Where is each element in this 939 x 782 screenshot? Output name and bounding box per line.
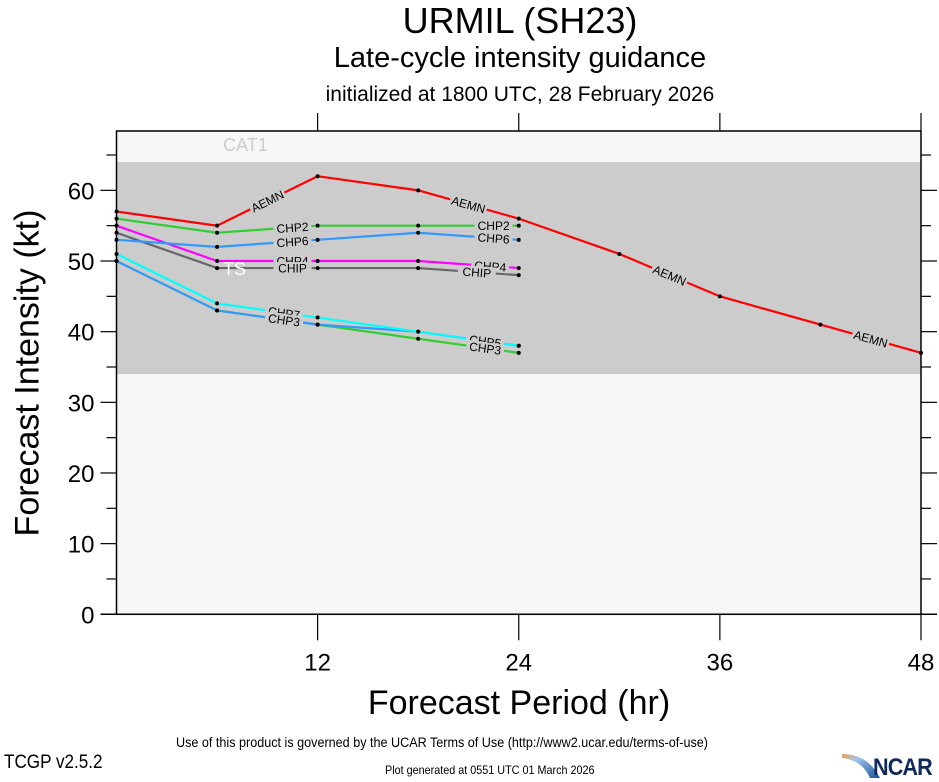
data-point-chp2 (416, 223, 421, 228)
series-label-gap (649, 262, 690, 289)
generated-timestamp: Plot generated at 0551 UTC 01 March 2026 (385, 763, 595, 777)
band-cat1 (116, 131, 921, 163)
chart-subtitle: Late-cycle intensity guidance (333, 42, 707, 74)
series-label-gap (264, 311, 304, 329)
ncar-logo-text: NCAR (873, 754, 933, 781)
series-label-gap (273, 262, 312, 275)
data-point-chp4 (215, 259, 220, 264)
data-point-chp4 (114, 223, 119, 228)
series-label-chp2: CHP2 (273, 220, 312, 236)
data-point-chp3 (114, 259, 119, 264)
series-label-text: CHP6 (276, 234, 309, 250)
data-point-chp7 (315, 315, 320, 320)
data-point-chp4 (416, 259, 421, 264)
data-point-chp3 (516, 350, 521, 355)
x-tick-label: 12 (304, 649, 331, 676)
series-label-text: CHP6 (477, 230, 510, 246)
data-point-chp6 (114, 237, 119, 242)
series-label-chp3: CHP3 (264, 311, 304, 330)
series-label-chp6: CHP6 (474, 230, 513, 247)
series-label-gap (465, 339, 505, 357)
data-point-aemn (919, 350, 923, 355)
data-point-chp6 (516, 237, 521, 242)
series-label-gap (247, 187, 288, 215)
y-tick-label: 20 (68, 461, 95, 488)
data-point-aemn (717, 294, 722, 299)
data-point-chp6 (315, 237, 320, 242)
series-label-chip: CHIP (457, 264, 497, 281)
terms-of-use-notice: Use of this product is governed by the U… (176, 734, 708, 750)
data-point-chp4 (315, 259, 320, 264)
data-point-chp2 (215, 230, 220, 235)
y-tick-label: 60 (68, 178, 95, 205)
data-point-chp7 (114, 251, 119, 256)
series-label-text: CHP3 (468, 339, 502, 357)
y-tick-label: 30 (68, 390, 95, 417)
x-tick-label: 24 (505, 649, 532, 676)
data-point-aemn (416, 188, 421, 193)
x-axis-label: Forecast Period (hr) (367, 684, 671, 722)
data-point-chip (315, 266, 320, 271)
data-point-chp5 (416, 329, 421, 334)
y-axis-label: Forecast Intensity (kt) (8, 209, 47, 537)
data-point-aemn (114, 209, 119, 214)
data-point-chp3 (416, 336, 421, 341)
version-label: TCGP v2.5.2 (4, 752, 103, 773)
data-point-aemn (215, 223, 220, 228)
series-label-chp6: CHP6 (273, 234, 312, 250)
series-label-gap (474, 219, 513, 232)
x-tick-label: 48 (908, 649, 935, 676)
data-point-chp6 (416, 230, 421, 235)
data-point-chp3 (315, 322, 320, 327)
chart-init-time: initialized at 1800 UTC, 28 February 202… (325, 83, 715, 106)
y-tick-label: 0 (81, 602, 94, 629)
data-point-chip (516, 273, 521, 278)
series-label-text: CHIP (278, 262, 307, 276)
series-label-gap (457, 264, 497, 280)
series-label-text: CHP2 (276, 220, 309, 236)
data-point-chp7 (215, 301, 220, 306)
data-point-aemn (818, 322, 823, 327)
data-point-chp2 (114, 216, 119, 221)
data-point-aemn (516, 216, 521, 221)
data-point-chp5 (516, 343, 521, 348)
data-point-chip (114, 230, 119, 235)
ncar-logo-icon (842, 754, 880, 778)
series-label-text: CHP2 (478, 219, 510, 233)
series-label-gap (850, 327, 891, 350)
series-label-chp2: CHP2 (474, 219, 513, 233)
band-label-ts: TS (223, 259, 246, 279)
data-point-chp3 (215, 308, 220, 313)
y-tick-label: 40 (68, 320, 95, 347)
data-point-chp6 (215, 244, 220, 249)
data-point-chip (215, 266, 220, 271)
y-tick-label: 50 (68, 249, 95, 276)
band-label-cat1: CAT1 (223, 135, 268, 155)
data-point-chp2 (516, 223, 521, 228)
chart-title: URMIL (SH23) (402, 0, 638, 41)
data-point-chp2 (315, 223, 320, 228)
series-label-gap (448, 193, 489, 216)
series-label-gap (273, 220, 312, 235)
series-label-text: CHP3 (267, 311, 301, 329)
series-label-chp3: CHP3 (465, 339, 505, 358)
data-point-chp4 (516, 266, 521, 271)
series-label-gap (474, 230, 513, 246)
series-label-text: CHIP (462, 265, 492, 281)
series-label-gap (273, 234, 312, 249)
y-tick-label: 10 (68, 532, 95, 559)
data-point-aemn (315, 174, 320, 179)
x-tick-label: 36 (707, 649, 734, 676)
series-label-chip: CHIP (273, 262, 312, 276)
data-point-aemn (617, 251, 622, 256)
data-point-chip (416, 266, 421, 271)
